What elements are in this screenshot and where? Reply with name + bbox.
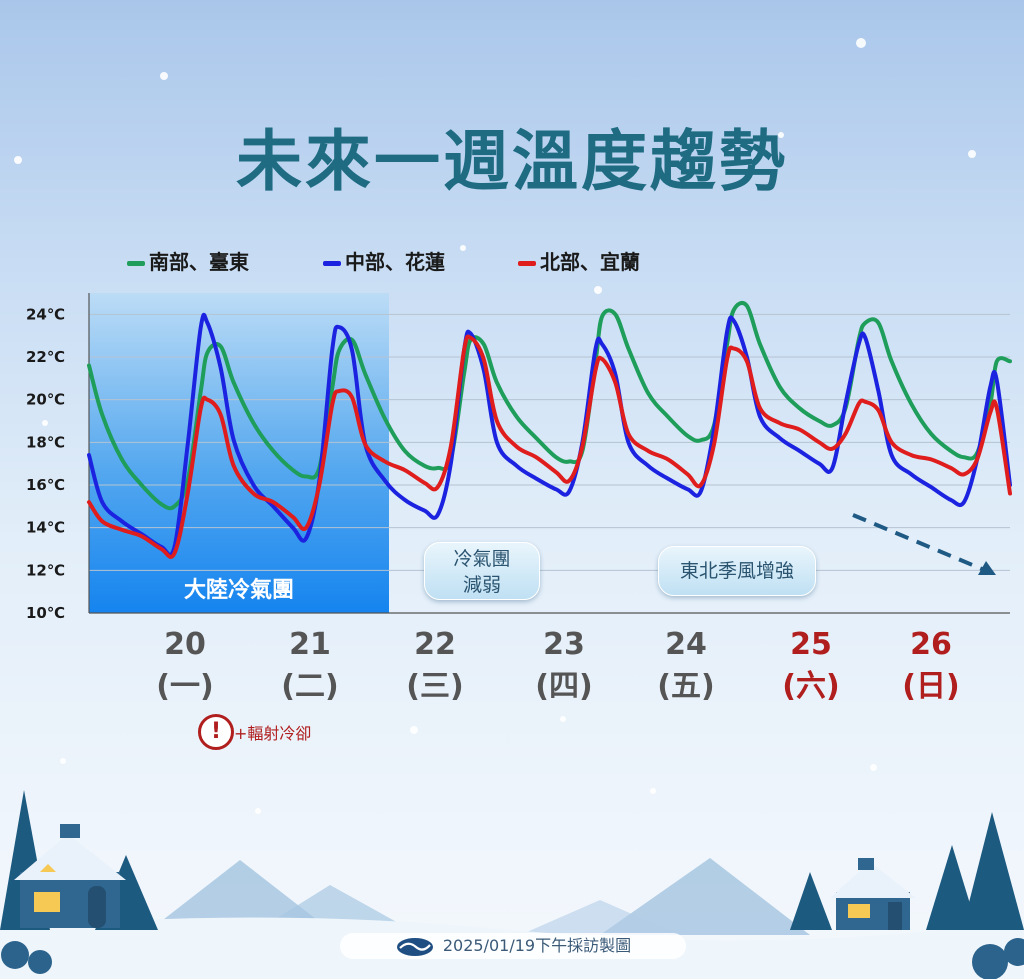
legend-swatch-south xyxy=(127,261,145,266)
day-weekday: (四) xyxy=(535,669,593,704)
y-tick-label: 24℃ xyxy=(26,305,65,323)
legend-label: 南部、臺東 xyxy=(149,250,249,274)
snowflake xyxy=(460,245,466,251)
day-date: 20 xyxy=(164,627,206,662)
day-date: 26 xyxy=(910,627,952,662)
legend-item-north: 北部、宜蘭 xyxy=(518,246,640,275)
y-tick-label: 20℃ xyxy=(26,391,65,409)
y-tick-label: 16℃ xyxy=(26,476,65,494)
day-weekday: (三) xyxy=(406,669,464,704)
series-line-2 xyxy=(87,334,1012,559)
day-weekday: (一) xyxy=(156,669,214,704)
snow-bushes xyxy=(1,938,1024,979)
day-weekday: (五) xyxy=(657,669,715,704)
snowflake xyxy=(410,726,418,734)
right-house xyxy=(830,858,916,930)
snowflake xyxy=(60,758,66,764)
cold-air-mass-label: 大陸冷氣團 xyxy=(183,578,294,603)
snowflake xyxy=(560,716,566,722)
legend-label: 中部、花蓮 xyxy=(345,250,445,274)
cwa-logo-icon xyxy=(396,937,433,956)
cold-weakening-line2: 減弱 xyxy=(462,574,501,596)
legend-item-central: 中部、花蓮 xyxy=(323,246,445,275)
monsoon-badge: 東北季風增強 xyxy=(658,546,816,596)
left-house xyxy=(14,824,126,928)
snowflake xyxy=(870,764,877,771)
y-tick-label: 22℃ xyxy=(26,348,65,366)
snowflake xyxy=(650,788,656,794)
footer-credit: 2025/01/19下午採訪製圖 xyxy=(340,933,686,959)
day-label-22: 22 (三) xyxy=(380,624,490,708)
day-label-24: 24 (五) xyxy=(631,624,741,708)
snowflake xyxy=(778,132,784,138)
y-tick-label: 10℃ xyxy=(26,604,65,622)
day-weekday: (二) xyxy=(281,669,339,704)
page-title: 未來一週溫度趨勢 xyxy=(236,123,788,200)
day-label-25: 25 (六) xyxy=(756,624,866,708)
legend-swatch-north xyxy=(518,261,536,266)
radiative-cooling-label: +輻射冷卻 xyxy=(234,724,312,743)
y-tick-label: 18℃ xyxy=(26,433,65,451)
day-label-20: 20 (一) xyxy=(130,624,240,708)
day-date: 24 xyxy=(665,627,707,662)
footer-text: 2025/01/19下午採訪製圖 xyxy=(442,936,632,955)
day-date: 21 xyxy=(289,627,331,662)
legend-swatch-central xyxy=(323,261,341,266)
snowflake xyxy=(14,156,22,164)
snowflake xyxy=(255,808,261,814)
day-weekday: (六) xyxy=(782,669,840,704)
day-label-26: 26 (日) xyxy=(876,624,986,708)
mountain xyxy=(520,900,680,935)
snowflake xyxy=(160,72,168,80)
day-label-21: 21 (二) xyxy=(255,624,365,708)
trend-arrow-icon xyxy=(852,513,996,575)
day-date: 22 xyxy=(414,627,456,662)
series-line-1 xyxy=(87,312,1012,557)
cold-weakening-badge: 冷氣團 減弱 xyxy=(424,542,540,600)
warning-icon: ! xyxy=(198,714,234,750)
radiative-cooling-note: ! +輻射冷卻 xyxy=(198,714,311,750)
mountain xyxy=(150,860,330,930)
day-label-23: 23 (四) xyxy=(509,624,619,708)
mountain xyxy=(600,858,810,935)
snowflake xyxy=(594,286,602,294)
right-trees xyxy=(790,812,1024,930)
day-date: 23 xyxy=(543,627,585,662)
day-weekday: (日) xyxy=(902,669,960,704)
y-tick-label: 14℃ xyxy=(26,519,65,537)
y-tick-label: 12℃ xyxy=(26,561,65,579)
legend-label: 北部、宜蘭 xyxy=(540,250,640,274)
day-date: 25 xyxy=(790,627,832,662)
snowflake xyxy=(856,38,866,48)
cold-weakening-line1: 冷氣團 xyxy=(453,548,511,570)
snowflake xyxy=(42,420,48,426)
series-line-0 xyxy=(87,300,1012,511)
snowflake xyxy=(968,150,976,158)
legend-item-south: 南部、臺東 xyxy=(127,246,249,275)
